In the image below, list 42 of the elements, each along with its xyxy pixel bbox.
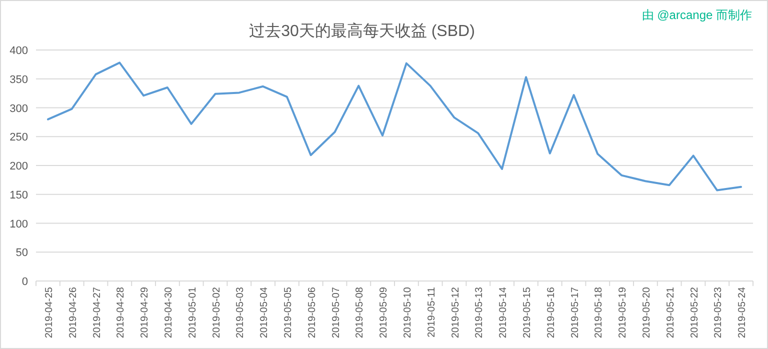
y-tick-label: 0 xyxy=(22,276,28,288)
x-tick-label: 2019-05-22 xyxy=(689,286,700,338)
x-tick-label: 2019-05-21 xyxy=(665,286,676,338)
x-tick-label: 2019-04-26 xyxy=(68,286,79,338)
x-tick-label: 2019-05-06 xyxy=(306,286,318,338)
y-tick-label: 200 xyxy=(10,160,28,172)
x-tick-label: 2019-05-02 xyxy=(211,286,222,338)
x-tick-label: 2019-05-08 xyxy=(354,286,366,338)
y-tick-label: 150 xyxy=(10,189,28,202)
x-tick-label: 2019-04-25 xyxy=(44,286,55,338)
y-tick-label: 400 xyxy=(10,45,28,57)
chart-title: 过去30天的最高每天收益 (SBD) xyxy=(249,22,475,40)
x-tick-label: 2019-05-01 xyxy=(187,286,198,338)
x-tick-label: 2019-05-24 xyxy=(737,286,748,338)
y-tick-label: 300 xyxy=(10,102,28,115)
y-tick-label: 250 xyxy=(10,132,28,144)
x-tick-label: 2019-04-28 xyxy=(116,286,127,338)
x-tick-label: 2019-05-12 xyxy=(450,286,462,338)
y-tick-label: 50 xyxy=(16,247,28,260)
x-tick-label: 2019-05-16 xyxy=(546,286,557,338)
x-tick-label: 2019-05-19 xyxy=(618,286,629,338)
x-tick-label: 2019-05-15 xyxy=(522,286,533,338)
x-tick-label: 2019-05-18 xyxy=(594,286,605,338)
x-tick-label: 2019-05-23 xyxy=(713,286,724,338)
x-tick-label: 2019-05-20 xyxy=(641,286,652,338)
x-tick-label: 2019-05-17 xyxy=(570,286,581,338)
text: 由 @arcange 而制作 xyxy=(642,8,752,22)
x-tick-label: 2019-05-14 xyxy=(498,286,510,338)
x-tick-label: 2019-04-27 xyxy=(92,286,103,338)
y-tick-label: 350 xyxy=(10,74,28,86)
x-tick-label: 2019-04-29 xyxy=(140,286,151,338)
x-tick-label: 2019-05-04 xyxy=(259,286,270,338)
x-tick-label: 2019-05-13 xyxy=(474,286,486,338)
x-tick-label: 2019-05-10 xyxy=(402,286,414,338)
x-tick-label: 2019-05-11 xyxy=(426,286,438,338)
x-tick-label: 2019-05-05 xyxy=(282,286,294,338)
x-tick-label: 2019-05-09 xyxy=(378,286,390,338)
line-series xyxy=(47,62,742,192)
x-tick-label: 2019-05-03 xyxy=(235,286,246,338)
y-tick-label: 100 xyxy=(10,218,28,230)
x-tick-label: 2019-05-07 xyxy=(330,286,342,338)
x-tick-label: 2019-04-30 xyxy=(163,286,174,338)
